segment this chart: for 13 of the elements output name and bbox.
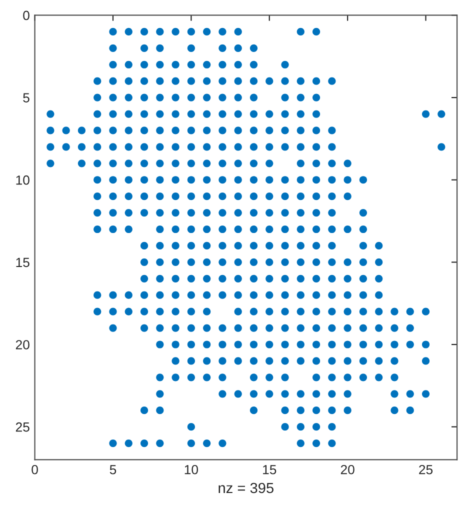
x-axis-title: nz = 395 xyxy=(218,482,274,494)
x-tick-label: 10 xyxy=(184,464,198,474)
x-tick-label: 15 xyxy=(263,465,276,474)
x-tick-label: 25 xyxy=(419,464,433,474)
x-tick-label: 0 xyxy=(32,464,38,474)
y-tick-label: 25 xyxy=(16,422,30,432)
y-tick-label: 15 xyxy=(16,258,30,268)
y-tick-label: 0 xyxy=(23,10,30,20)
x-tick-label: 20 xyxy=(340,464,354,474)
x-tick-label: 5 xyxy=(110,465,116,474)
y-tick-label: 10 xyxy=(16,175,30,185)
y-tick-label: 5 xyxy=(23,93,30,102)
y-tick-label: 20 xyxy=(16,340,30,350)
